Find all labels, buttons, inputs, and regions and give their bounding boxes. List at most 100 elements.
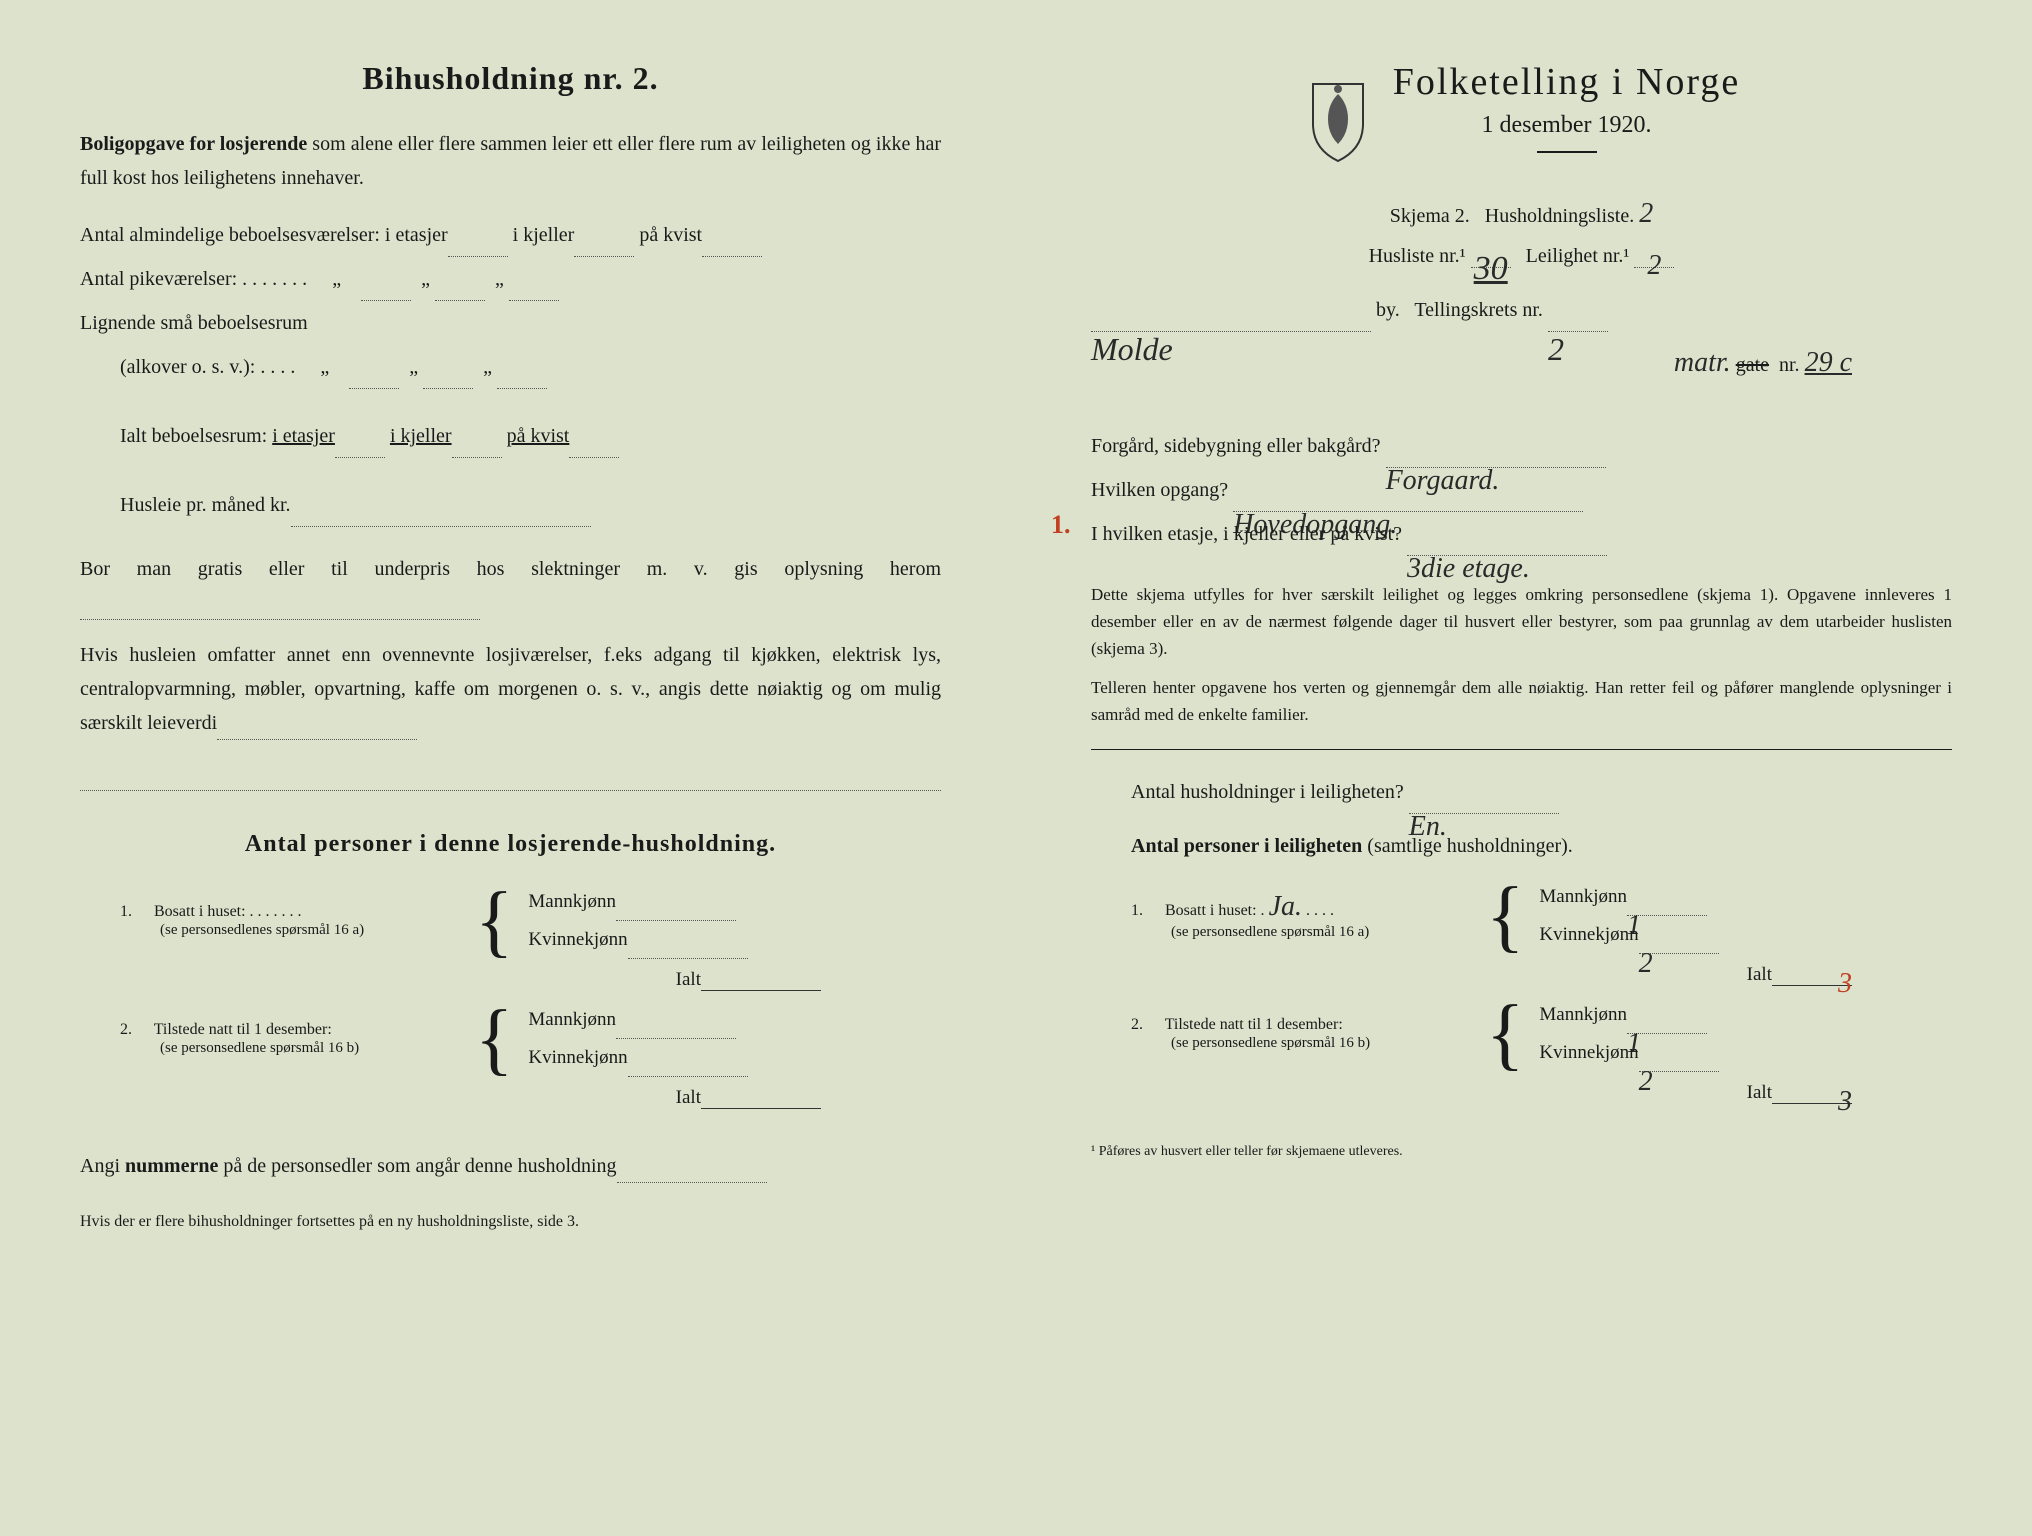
r-kvinne-label-1: Kvinnekjønn bbox=[1539, 924, 1638, 945]
opgang-label: Hvilken opgang? bbox=[1091, 479, 1228, 501]
brace-icon: { bbox=[1486, 1002, 1524, 1066]
pikevaer-row: Antal pikeværelser: . . . . . . . „ „ „ bbox=[80, 257, 941, 301]
mann-blank-1 bbox=[616, 903, 736, 921]
kjeller-label: i kjeller bbox=[513, 224, 575, 246]
husliste-value: 30 bbox=[1474, 250, 1508, 287]
blank-3 bbox=[509, 283, 559, 301]
antal-pers-rest: (samtlige husholdninger). bbox=[1362, 835, 1573, 857]
main-title: Folketelling i Norge bbox=[1393, 60, 1741, 104]
full-blank-line bbox=[80, 773, 941, 791]
ialt-label: Ialt beboelsesrum: bbox=[120, 425, 267, 447]
ialt-etasjer: i etasjer bbox=[272, 425, 335, 447]
hushold-value: 2 bbox=[1639, 198, 1653, 229]
husleie-blank bbox=[291, 509, 591, 527]
r-mann-label-1: Mannkjønn bbox=[1539, 886, 1627, 907]
blank-9 bbox=[569, 440, 619, 458]
etasje-value: 3die etage. bbox=[1407, 553, 1530, 584]
angi-rest: på de personsedler som angår denne husho… bbox=[218, 1155, 616, 1177]
r-item1-content: Mannkjønn1 Kvinnekjønn2 bbox=[1539, 878, 1718, 954]
r-item1-sub: (se personsedlene spørsmål 16 a) bbox=[1171, 924, 1369, 940]
blank-5 bbox=[423, 371, 473, 389]
item1-label: Bosatt i huset: . . . . . . . bbox=[154, 903, 302, 920]
item1-content: Mannkjønn Kvinnekjønn bbox=[528, 883, 747, 959]
item2-label: Tilstede natt til 1 desember: bbox=[154, 1021, 332, 1038]
telling-label: Tellingskrets nr. bbox=[1414, 299, 1543, 321]
kvinne-blank-2 bbox=[628, 1059, 748, 1077]
angi-text: Angi bbox=[80, 1155, 125, 1177]
coat-of-arms-icon bbox=[1303, 79, 1373, 164]
etasjer-label: i etasjer bbox=[385, 224, 448, 246]
horizontal-rule bbox=[1091, 749, 1952, 750]
opgang-row: Hvilken opgang? Hovedopgang. bbox=[1091, 468, 1952, 512]
r-kvinne-value-1: 2 bbox=[1639, 948, 1653, 979]
r-mann-label-2: Mannkjønn bbox=[1539, 1004, 1627, 1025]
hvis-blank bbox=[217, 722, 417, 740]
husliste-blank: 30 bbox=[1471, 250, 1511, 268]
right-footnote: ¹ Påføres av husvert eller teller før sk… bbox=[1091, 1144, 1952, 1160]
gate-row: matr. gate nr. 29 c bbox=[1091, 332, 1952, 394]
r-kvinne-blank-2: 2 bbox=[1639, 1054, 1719, 1072]
hushold-label: Husholdningsliste. bbox=[1485, 205, 1634, 227]
lignende-label-a: Lignende små beboelsesrum bbox=[80, 312, 308, 334]
leilighet-blank: 2 bbox=[1634, 250, 1674, 268]
blank-1 bbox=[361, 283, 411, 301]
left-footer: Hvis der er flere bihusholdninger fortse… bbox=[80, 1213, 941, 1231]
ialt-1-row: Ialt bbox=[80, 969, 821, 991]
kjeller-blank bbox=[574, 239, 634, 257]
r-kvinne-blank-1: 2 bbox=[1639, 936, 1719, 954]
brace-icon: { bbox=[1486, 884, 1524, 948]
date-subtitle: 1 desember 1920. bbox=[1393, 112, 1741, 139]
opgang-blank: Hovedopgang. bbox=[1233, 494, 1583, 512]
r-ialt-1-row: Ialt3 bbox=[1091, 964, 1852, 986]
intro-paragraph: Boligopgave for losjerende som alene ell… bbox=[80, 127, 941, 195]
ialt-blank-2 bbox=[701, 1091, 821, 1109]
kvist-label: på kvist bbox=[639, 224, 702, 246]
telling-blank: 2 bbox=[1548, 314, 1608, 332]
etasje-label: I hvilken etasje, i kjeller eller på kvi… bbox=[1091, 523, 1402, 545]
gate-struck: gate bbox=[1736, 354, 1769, 376]
etasjer-blank bbox=[448, 239, 508, 257]
lignende-row: Lignende små beboelsesrum (alkover o. s.… bbox=[80, 301, 941, 389]
ialt-row: Ialt beboelsesrum: i etasjer i kjeller p… bbox=[120, 414, 941, 458]
header: Folketelling i Norge 1 desember 1920. bbox=[1091, 60, 1952, 183]
r-ialt-label-2: Ialt bbox=[1747, 1082, 1772, 1103]
item1-sub: (se personsedlenes spørsmål 16 a) bbox=[160, 922, 364, 938]
husleie-label: Husleie pr. måned kr. bbox=[120, 494, 291, 516]
r-ialt-value-1: 3 bbox=[1838, 968, 1852, 999]
antal-hush-row: Antal husholdninger i leiligheten? En. bbox=[1131, 770, 1952, 814]
r-item2-sub: (se personsedlene spørsmål 16 b) bbox=[1171, 1035, 1370, 1051]
left-title: Bihusholdning nr. 2. bbox=[80, 60, 941, 97]
lignende-label-b: (alkover o. s. v.): . . . . bbox=[120, 356, 295, 378]
mann-label-2: Mannkjønn bbox=[528, 1009, 616, 1030]
r-ialt-label-1: Ialt bbox=[1747, 964, 1772, 985]
left-page: Bihusholdning nr. 2. Boligopgave for los… bbox=[80, 60, 961, 1476]
kvinne-label: Kvinnekjønn bbox=[528, 929, 627, 950]
r-item2-group: 2. Tilstede natt til 1 desember: (se per… bbox=[1131, 996, 1952, 1072]
instructions-2: Telleren henter opgavene hos verten og g… bbox=[1091, 674, 1952, 728]
blank-4 bbox=[349, 371, 399, 389]
leilighet-label: Leilighet nr.¹ bbox=[1526, 245, 1630, 267]
brace-icon: { bbox=[475, 1007, 513, 1071]
blank-2 bbox=[435, 283, 485, 301]
item2-content: Mannkjønn Kvinnekjønn bbox=[528, 1001, 747, 1077]
telling-value: 2 bbox=[1548, 331, 1564, 367]
item2-num: 2. bbox=[120, 1021, 150, 1039]
blank-7 bbox=[335, 440, 385, 458]
husliste-row: Husliste nr.¹ 30 Leilighet nr.¹ 2 bbox=[1091, 245, 1952, 268]
ialt-label-2: Ialt bbox=[676, 1087, 701, 1108]
item1-num: 1. bbox=[120, 903, 150, 921]
antal-hush-blank: En. bbox=[1409, 796, 1559, 814]
etasje-row: I hvilken etasje, i kjeller eller på kvi… bbox=[1091, 512, 1952, 556]
r-item1-value: Ja. bbox=[1269, 891, 1302, 922]
intro-bold: Boligopgave for losjerende bbox=[80, 133, 307, 155]
nummerne-bold: nummerne bbox=[125, 1155, 218, 1177]
ialt-kvist: på kvist bbox=[507, 425, 570, 447]
r-mann-blank-1: 1 bbox=[1627, 898, 1707, 916]
r-item1-group: 1. Bosatt i huset: . Ja. . . . . (se per… bbox=[1131, 878, 1952, 954]
divider-icon bbox=[1537, 151, 1597, 153]
by-row: Molde by. Tellingskrets nr. 2 bbox=[1091, 288, 1952, 332]
blank-8 bbox=[452, 440, 502, 458]
etasje-blank: 3die etage. bbox=[1407, 538, 1607, 556]
hvis-para: Hvis husleien omfatter annet enn ovennev… bbox=[80, 638, 941, 740]
r-item2-num: 2. bbox=[1131, 1016, 1161, 1034]
